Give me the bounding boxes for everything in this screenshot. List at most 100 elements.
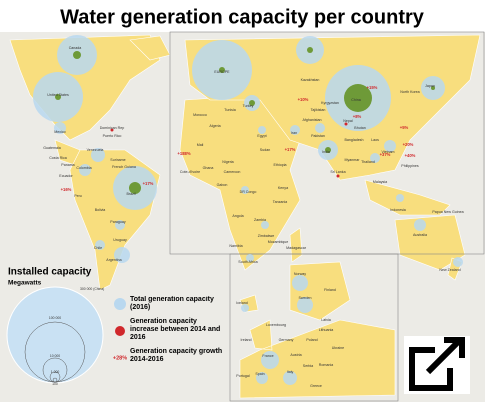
country-label: Sri Lanka [330,170,345,174]
country-label: Puerto Rico [103,134,122,138]
country-label: Madagascar [286,246,307,250]
country-label: Romania [319,363,333,367]
growth-label: +40% [405,153,416,158]
country-label: Ecuador [59,174,73,178]
country-label: Suriname [110,158,125,162]
growth-label: +37% [380,152,391,157]
country-label: Norway [294,272,306,276]
capacity-bubble [114,247,130,263]
external-link[interactable] [404,336,470,394]
country-label: Guatemala [43,146,61,150]
country-label: Sudan [260,148,270,152]
capacity-bubble [54,122,66,134]
growth-label: +17% [285,147,296,152]
country-label: Kazakhstan [301,78,320,82]
capacity-bubble [241,304,249,312]
country-label: Colombia [76,166,91,170]
legend-marker: +28% [113,355,127,361]
legend-heading: Installed capacity [8,267,92,278]
country-label: Paraguay [110,220,126,224]
increase-dot [55,94,61,100]
country-label: Bolivia [95,208,106,212]
country-label: Costa Rica [49,156,67,160]
country-label: Panama [61,163,74,167]
capacity-bubble [414,219,426,231]
capacity-bubble [290,125,300,135]
legend-texts: Total generation capacity (2016) Generat… [130,296,223,363]
country-label: Ukraine [332,346,344,350]
country-label: Ireland [241,338,252,342]
country-label: Kenya [278,186,288,190]
country-label: Vietnam [381,150,394,154]
country-label: Iceland [236,301,248,305]
title: Water generation capacity per country [60,6,425,28]
legend-item: Generation capacity growth 2014-2016 [130,348,223,363]
increase-dot [249,100,255,106]
growth-label: +16% [61,187,72,192]
increase-dot [307,47,313,53]
country-label: Poland [306,338,317,342]
scale-label: 300 000 (China) [80,287,104,291]
country-label: Japan [425,84,435,88]
capacity-bubble [258,126,266,134]
capacity-bubble [453,257,463,267]
capacity-bubble [241,186,249,194]
country-label: Nigeria [222,160,233,164]
country-label: Portugal [236,374,250,378]
country-label: Latvia [321,318,331,322]
growth-label: +8% [353,114,362,119]
country-label: Myanmar [345,158,361,162]
country-label: Indonesia [390,208,406,212]
legend: Installed capacity Megawatts 300 000 (Ch… [6,267,223,386]
country-label: Bhutan [354,126,365,130]
country-label: Cameroon [224,170,241,174]
country-label: Philippines [401,164,419,168]
labels: Canada United States Mexico Dominican Rep Pu… [43,46,463,388]
country-label: Canada [69,46,82,50]
country-label: Sweden [299,296,312,300]
increase-dot [344,122,348,126]
increase-dot [325,147,331,153]
capacity-bubble [256,372,268,384]
capacity-bubble [396,194,404,202]
country-label: Argentina [106,258,121,262]
country-label: Uruguay [113,238,127,242]
country-label: Iran [291,131,297,135]
increase-dot [219,67,225,73]
capacity-bubble [297,297,313,313]
increase-dot [73,51,81,59]
country-label: Lithuania [319,328,334,332]
country-label: North Korea [400,90,419,94]
capacity-bubble [261,221,269,229]
scale-circle [52,377,58,383]
country-label: Pakistan [311,134,325,138]
country-label: India [322,150,330,154]
country-label: Cote-d'Ivoire [180,170,200,174]
capacity-bubble [283,371,297,385]
country-label: Nepal [343,119,353,123]
icon-arrow[interactable] [425,337,465,375]
country-label: DR Congo [240,190,257,194]
madagascar [289,227,303,263]
increase-dot [110,128,114,132]
country-label: France [262,354,273,358]
icon-box[interactable] [409,347,453,391]
country-label: Morocco [193,113,207,117]
country-label: Angola [232,214,243,218]
scale-label: 100 000 [49,316,61,320]
legend-swatch [114,298,126,310]
capacity-bubble [91,148,105,162]
country-label: Namibia [229,244,242,248]
country-label: Chile [94,246,102,250]
country-label: Mozambique [268,240,289,244]
country-label: Australia [413,233,427,237]
legend-item: Generation capacity increase between 201… [130,318,221,341]
growth-label: +17% [143,181,154,186]
country-label: Mali [197,143,204,147]
country-label: Tunisia [224,108,235,112]
capacity-bubble [95,240,105,250]
bubbles [33,35,463,385]
country-label: Zimbabwe [258,234,275,238]
country-label: United States [47,93,69,97]
